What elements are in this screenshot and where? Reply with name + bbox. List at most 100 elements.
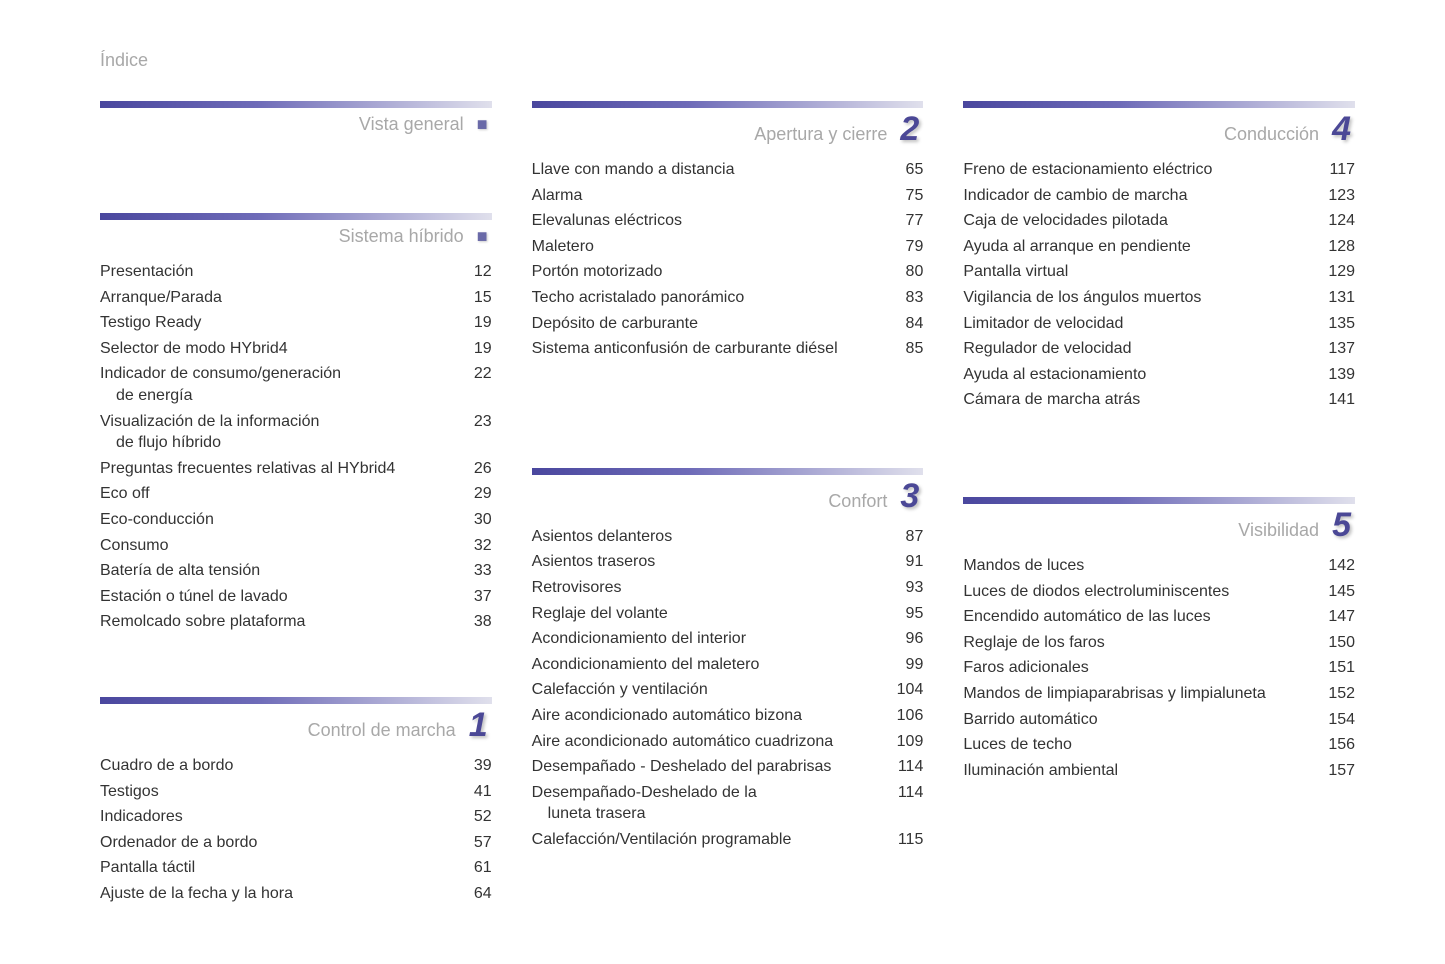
toc-entry: Aire acondicionado automático cuadrizona… (532, 731, 924, 753)
toc-entry: Desempañado-Deshelado de laluneta traser… (532, 782, 924, 825)
toc-entry-label: Retrovisores (532, 577, 888, 599)
toc-entry-label: Calefacción y ventilación (532, 679, 888, 701)
toc-entry-page: 64 (456, 883, 492, 905)
toc-entry-page: 12 (456, 261, 492, 283)
section-header: Confort 3 (532, 468, 924, 512)
section-number: ■ (474, 116, 488, 132)
toc-entry-page: 22 (456, 363, 492, 385)
toc-entry: Iluminación ambiental157 (963, 760, 1355, 782)
toc-entry: Ayuda al estacionamiento139 (963, 364, 1355, 386)
toc-entry: Batería de alta tensión33 (100, 560, 492, 582)
toc-entry: Visualización de la informaciónde flujo … (100, 411, 492, 454)
toc-entry-page: 95 (887, 603, 923, 625)
toc-entry: Arranque/Parada15 (100, 287, 492, 309)
toc-entry-page: 135 (1319, 313, 1355, 335)
toc-entry-label: Asientos traseros (532, 551, 888, 573)
toc-entry: Presentación12 (100, 261, 492, 283)
toc-entry: Sistema anticonfusión de carburante diés… (532, 338, 924, 360)
section-bar (100, 101, 492, 108)
toc-entry-label: Freno de estacionamiento eléctrico (963, 159, 1319, 181)
toc-entry-page: 150 (1319, 632, 1355, 654)
toc-entry: Luces de techo156 (963, 734, 1355, 756)
section-bar (532, 468, 924, 475)
section-title-row: Vista general ■ (100, 114, 492, 135)
toc-entry-page: 129 (1319, 261, 1355, 283)
toc-entry: Selector de modo HYbrid419 (100, 338, 492, 360)
toc-entry-page: 77 (887, 210, 923, 232)
spacer (963, 439, 1355, 497)
toc-entry-label: Caja de velocidades pilotada (963, 210, 1319, 232)
toc-entry: Asientos traseros91 (532, 551, 924, 573)
section-control-marcha: Control de marcha 1 Cuadro de a bordo39T… (100, 697, 492, 905)
toc-entry: Mandos de limpiaparabrisas y limpialunet… (963, 683, 1355, 705)
toc-entry-label: Ordenador de a bordo (100, 832, 456, 854)
toc-entry: Testigo Ready19 (100, 312, 492, 334)
toc-entry: Faros adicionales151 (963, 657, 1355, 679)
toc-entry: Limitador de velocidad135 (963, 313, 1355, 335)
column-1: Vista general ■ Sistema híbrido ■ Presen… (100, 101, 492, 932)
toc-entry: Desempañado - Deshelado del parabrisas11… (532, 756, 924, 778)
toc-entry: Encendido automático de las luces147 (963, 606, 1355, 628)
toc-entry-page: 87 (887, 526, 923, 548)
toc-entry: Preguntas frecuentes relativas al HYbrid… (100, 458, 492, 480)
toc-entry-label: Luces de diodos electroluminiscentes (963, 581, 1319, 603)
toc-entry-page: 61 (456, 857, 492, 879)
toc-entry: Estación o túnel de lavado37 (100, 586, 492, 608)
toc-entry-label: Cuadro de a bordo (100, 755, 456, 777)
toc-entry-label: Visualización de la informaciónde flujo … (100, 411, 456, 454)
toc-entry-page: 114 (887, 782, 923, 804)
toc-entry-label-cont: de energía (100, 385, 444, 407)
toc-entry-label: Mandos de limpiaparabrisas y limpialunet… (963, 683, 1319, 705)
toc-entry-page: 115 (887, 829, 923, 851)
section-bar (532, 101, 924, 108)
section-confort: Confort 3 Asientos delanteros87Asientos … (532, 468, 924, 851)
toc-entry-page: 19 (456, 338, 492, 360)
toc-entry-page: 57 (456, 832, 492, 854)
section-title-row: Sistema híbrido ■ (100, 226, 492, 247)
section-header: Visibilidad 5 (963, 497, 1355, 541)
toc-entry-page: 139 (1319, 364, 1355, 386)
section-header: Vista general ■ (100, 101, 492, 135)
section-title: Visibilidad (1238, 520, 1319, 541)
toc-entry-page: 128 (1319, 236, 1355, 258)
toc-entry: Pantalla táctil61 (100, 857, 492, 879)
toc-entry: Maletero79 (532, 236, 924, 258)
toc-entry-label: Remolcado sobre plataforma (100, 611, 456, 633)
section-title-row: Apertura y cierre 2 (532, 114, 924, 145)
toc-entry-page: 142 (1319, 555, 1355, 577)
section-title-row: Conducción 4 (963, 114, 1355, 145)
section-bar (963, 101, 1355, 108)
toc-entry-page: 84 (887, 313, 923, 335)
toc-entry: Indicadores52 (100, 806, 492, 828)
toc-entry: Eco off29 (100, 483, 492, 505)
toc-entry: Eco-conducción30 (100, 509, 492, 531)
section-header: Apertura y cierre 2 (532, 101, 924, 145)
toc-entry-label: Elevalunas eléctricos (532, 210, 888, 232)
toc-entry-label: Testigo Ready (100, 312, 456, 334)
toc-entry-label: Alarma (532, 185, 888, 207)
toc-entry-page: 152 (1319, 683, 1355, 705)
toc-entry-page: 15 (456, 287, 492, 309)
toc-entry-label: Barrido automático (963, 709, 1319, 731)
toc-entry: Techo acristalado panorámico83 (532, 287, 924, 309)
toc-entry-page: 109 (887, 731, 923, 753)
toc-entry-label: Vigilancia de los ángulos muertos (963, 287, 1319, 309)
toc-entry-label-cont: de flujo híbrido (100, 432, 444, 454)
toc-entry: Ordenador de a bordo57 (100, 832, 492, 854)
section-title-row: Control de marcha 1 (100, 710, 492, 741)
column-3: Conducción 4 Freno de estacionamiento el… (963, 101, 1355, 932)
toc-entry: Ayuda al arranque en pendiente128 (963, 236, 1355, 258)
toc-entry-page: 41 (456, 781, 492, 803)
toc-entry-label: Reglaje de los faros (963, 632, 1319, 654)
toc-entry-label: Portón motorizado (532, 261, 888, 283)
toc-entry-page: 137 (1319, 338, 1355, 360)
toc-entry-page: 157 (1319, 760, 1355, 782)
toc-entry-label: Iluminación ambiental (963, 760, 1319, 782)
toc-entry-label: Llave con mando a distancia (532, 159, 888, 181)
section-number: 3 (897, 481, 919, 512)
toc-entry: Mandos de luces142 (963, 555, 1355, 577)
toc-entry: Luces de diodos electroluminiscentes145 (963, 581, 1355, 603)
toc-entry: Indicador de cambio de marcha123 (963, 185, 1355, 207)
section-number: 1 (466, 710, 488, 741)
toc-entry-label: Sistema anticonfusión de carburante diés… (532, 338, 888, 360)
